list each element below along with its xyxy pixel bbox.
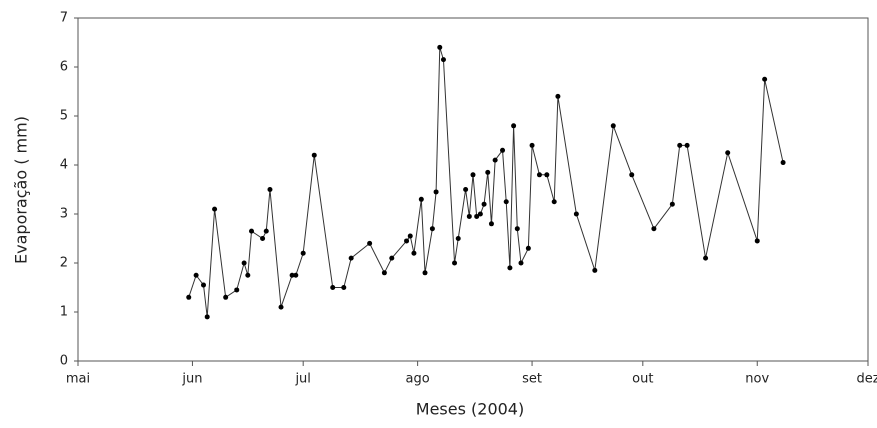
data-point — [234, 287, 240, 293]
x-tick-label: mai — [66, 372, 90, 387]
data-point — [514, 226, 520, 232]
data-point — [500, 147, 506, 153]
data-point — [551, 199, 557, 205]
x-tick-label: dez — [856, 372, 877, 387]
data-point — [348, 255, 354, 261]
data-point — [212, 206, 218, 212]
data-point — [433, 189, 439, 195]
data-point — [289, 272, 295, 278]
x-tick-label: set — [522, 372, 542, 387]
data-point — [389, 255, 395, 261]
data-point — [418, 196, 424, 202]
data-point — [703, 255, 709, 261]
data-point — [241, 260, 247, 266]
data-point — [536, 172, 542, 178]
data-point — [780, 160, 786, 166]
data-point — [762, 76, 768, 82]
data-point — [529, 142, 535, 148]
data-point — [263, 228, 269, 234]
data-point — [186, 294, 192, 300]
data-point — [411, 250, 417, 256]
data-point — [422, 270, 428, 276]
y-tick-label: 7 — [60, 11, 68, 26]
data-point — [278, 304, 284, 310]
data-point — [330, 285, 336, 290]
data-point — [477, 211, 483, 217]
y-tick-label: 5 — [60, 109, 68, 124]
data-point — [488, 221, 494, 227]
data-point — [440, 57, 446, 63]
data-point — [245, 272, 251, 278]
data-point — [341, 285, 347, 290]
data-point — [492, 157, 498, 163]
x-axis-title: Meses (2004) — [416, 400, 524, 419]
data-point — [223, 294, 229, 300]
data-point — [455, 236, 461, 241]
data-point — [381, 270, 387, 276]
data-point — [193, 272, 199, 278]
y-tick-label: 1 — [60, 305, 68, 320]
x-tick-label: ago — [406, 372, 430, 387]
data-point — [610, 123, 616, 129]
data-point — [544, 172, 550, 178]
data-point — [485, 169, 491, 175]
data-point — [293, 272, 299, 278]
y-tick-label: 2 — [60, 256, 68, 271]
data-point — [669, 201, 675, 207]
data-point — [201, 282, 207, 288]
plot-frame — [77, 17, 869, 362]
data-point — [452, 260, 458, 266]
data-point — [518, 260, 524, 266]
data-point — [725, 150, 731, 156]
y-tick-label: 6 — [60, 60, 68, 75]
data-point — [677, 142, 683, 148]
x-tick-label: jul — [294, 372, 310, 387]
y-axis-title: Evaporação ( mm) — [12, 116, 31, 264]
data-point — [573, 211, 579, 217]
y-tick-label: 3 — [60, 207, 68, 222]
data-point — [507, 265, 513, 271]
data-point — [463, 187, 469, 192]
data-point — [300, 250, 306, 256]
data-point — [754, 238, 760, 244]
data-point — [651, 226, 657, 232]
data-point — [204, 314, 210, 320]
data-point — [404, 238, 410, 244]
data-point — [249, 228, 255, 234]
y-tick-label: 4 — [60, 158, 68, 173]
data-point — [437, 44, 443, 50]
data-point — [260, 236, 266, 241]
data-point — [525, 245, 531, 251]
data-point — [407, 233, 413, 239]
data-point — [466, 213, 472, 219]
x-tick-label: out — [632, 372, 653, 387]
x-tick-label: jun — [181, 372, 202, 387]
data-point — [684, 142, 690, 148]
data-point — [592, 267, 598, 273]
x-tick-label: nov — [745, 372, 769, 387]
data-point — [555, 93, 561, 99]
data-line — [188, 47, 784, 317]
data-point — [481, 201, 487, 207]
data-point — [267, 187, 273, 192]
data-point — [474, 213, 480, 219]
data-point — [503, 199, 509, 205]
y-tick-label: 0 — [60, 354, 68, 369]
data-point — [470, 172, 476, 178]
data-point — [629, 172, 635, 178]
data-point — [429, 226, 435, 232]
data-point — [511, 123, 517, 129]
data-point — [367, 240, 373, 246]
data-point — [311, 152, 317, 158]
